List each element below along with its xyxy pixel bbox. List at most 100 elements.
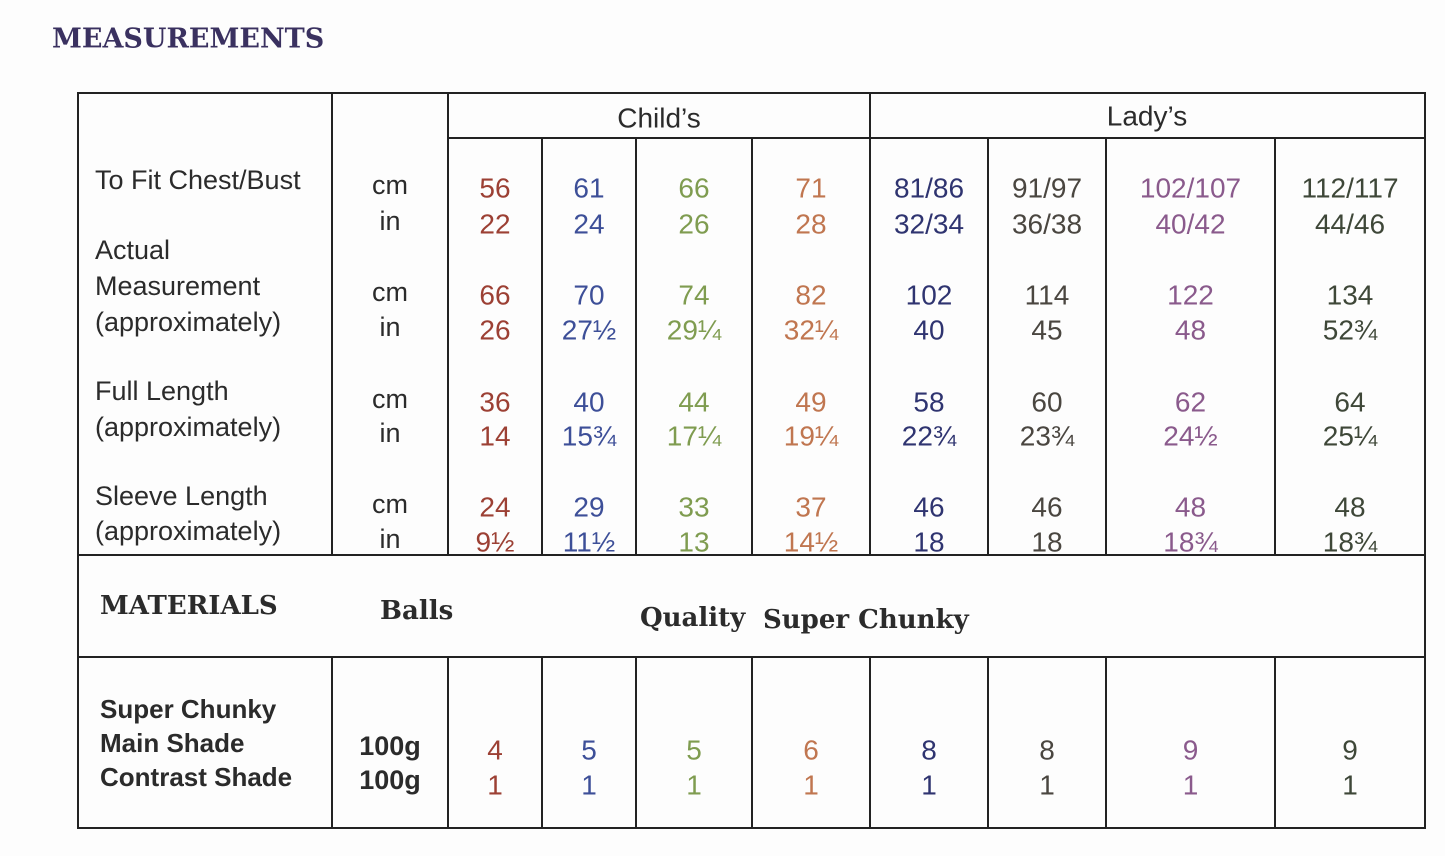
size-value: 28 bbox=[795, 208, 826, 239]
row-label: (approximately) bbox=[95, 307, 281, 337]
size-value: 40/42 bbox=[1155, 208, 1225, 239]
size-value: 48 bbox=[1175, 491, 1206, 522]
size-value: 64 bbox=[1334, 386, 1365, 417]
ball-count: 8 bbox=[1039, 734, 1055, 765]
size-value: 22 bbox=[479, 208, 510, 239]
size-value: 66 bbox=[678, 172, 709, 203]
size-value: 22¾ bbox=[902, 420, 957, 451]
size-value: 24½ bbox=[1163, 420, 1218, 451]
size-value: 112/117 bbox=[1301, 172, 1398, 203]
balls-label: Balls bbox=[380, 596, 453, 626]
size-value: 36 bbox=[479, 386, 510, 417]
ball-count: 1 bbox=[921, 769, 937, 800]
size-value: 24 bbox=[573, 208, 604, 239]
yarn-weight: 100g bbox=[359, 765, 421, 795]
size-value: 11½ bbox=[563, 526, 615, 557]
size-value: 26 bbox=[678, 208, 709, 239]
heading: MEASUREMENTS bbox=[52, 24, 324, 55]
size-value: 25¼ bbox=[1323, 420, 1378, 451]
row-label: Actual bbox=[95, 235, 170, 265]
row-label: To Fit Chest/Bust bbox=[95, 165, 301, 195]
size-value: 48 bbox=[1175, 314, 1206, 345]
size-value: 19¼ bbox=[784, 420, 839, 451]
size-value: 46 bbox=[1031, 491, 1062, 522]
ball-count: 1 bbox=[1183, 769, 1199, 800]
size-value: 82 bbox=[795, 279, 826, 310]
size-value: 33 bbox=[678, 491, 709, 522]
size-value: 9½ bbox=[476, 526, 515, 557]
size-value: 102/107 bbox=[1140, 172, 1241, 203]
size-value: 61 bbox=[573, 172, 604, 203]
unit: in bbox=[379, 312, 400, 342]
size-value: 18¾ bbox=[1163, 526, 1218, 557]
ball-count: 1 bbox=[581, 769, 597, 800]
ball-count: 5 bbox=[686, 734, 702, 765]
group-label: Lady’s bbox=[1107, 100, 1187, 131]
size-value: 23¾ bbox=[1020, 420, 1075, 451]
size-value: 66 bbox=[479, 279, 510, 310]
size-value: 60 bbox=[1031, 386, 1062, 417]
size-value: 114 bbox=[1025, 279, 1070, 310]
unit: cm bbox=[372, 489, 408, 519]
size-value: 134 bbox=[1327, 279, 1374, 310]
size-value: 37 bbox=[795, 491, 826, 522]
ball-count: 9 bbox=[1342, 734, 1358, 765]
size-value: 32/34 bbox=[894, 208, 964, 239]
row-label: (approximately) bbox=[95, 412, 281, 442]
unit: in bbox=[379, 418, 400, 448]
unit: cm bbox=[372, 170, 408, 200]
size-value: 27½ bbox=[562, 314, 617, 345]
size-value: 24 bbox=[479, 491, 510, 522]
unit: cm bbox=[372, 277, 408, 307]
size-value: 58 bbox=[913, 386, 944, 417]
ball-count: 1 bbox=[487, 769, 503, 800]
size-value: 26 bbox=[479, 314, 510, 345]
size-value: 46 bbox=[913, 491, 944, 522]
ball-count: 9 bbox=[1183, 734, 1199, 765]
ball-count: 1 bbox=[803, 769, 819, 800]
yarn-label: Contrast Shade bbox=[100, 762, 292, 792]
unit: in bbox=[379, 206, 400, 236]
size-value: 14½ bbox=[784, 526, 839, 557]
size-value: 48 bbox=[1334, 491, 1365, 522]
table-grid bbox=[77, 92, 1426, 829]
unit: cm bbox=[372, 384, 408, 414]
unit: in bbox=[379, 524, 400, 554]
size-value: 71 bbox=[795, 172, 826, 203]
size-value: 44/46 bbox=[1315, 208, 1385, 239]
size-value: 81/86 bbox=[894, 172, 964, 203]
size-value: 62 bbox=[1175, 386, 1206, 417]
size-value: 91/97 bbox=[1012, 172, 1082, 203]
size-value: 102 bbox=[906, 279, 953, 310]
size-value: 122 bbox=[1167, 279, 1214, 310]
ball-count: 5 bbox=[581, 734, 597, 765]
size-value: 29 bbox=[573, 491, 604, 522]
size-value: 56 bbox=[479, 172, 510, 203]
yarn-label: Main Shade bbox=[100, 728, 244, 758]
size-value: 40 bbox=[913, 314, 944, 345]
size-value: 18¾ bbox=[1323, 526, 1378, 557]
size-value: 32¼ bbox=[784, 314, 839, 345]
row-label: Full Length bbox=[95, 376, 229, 406]
yarn-weight: 100g bbox=[359, 731, 421, 761]
group-label: Child’s bbox=[617, 102, 701, 133]
size-value: 18 bbox=[1031, 526, 1062, 557]
row-label: Sleeve Length bbox=[95, 481, 268, 511]
size-value: 45 bbox=[1031, 314, 1062, 345]
ball-count: 8 bbox=[921, 734, 937, 765]
materials-title: MATERIALS bbox=[100, 591, 278, 621]
ball-count: 1 bbox=[1039, 769, 1055, 800]
size-value: 74 bbox=[678, 279, 709, 310]
size-value: 40 bbox=[573, 386, 604, 417]
size-value: 44 bbox=[678, 386, 709, 417]
size-value: 52¾ bbox=[1323, 314, 1378, 345]
row-label: Measurement bbox=[95, 271, 261, 301]
size-value: 15¾ bbox=[562, 420, 617, 451]
ball-count: 4 bbox=[487, 734, 503, 765]
size-value: 14 bbox=[479, 420, 510, 451]
size-value: 17¼ bbox=[667, 420, 722, 451]
ball-count: 6 bbox=[803, 734, 819, 765]
ball-count: 1 bbox=[1342, 769, 1358, 800]
yarn-label: Super Chunky bbox=[100, 694, 277, 724]
row-label: (approximately) bbox=[95, 516, 281, 546]
